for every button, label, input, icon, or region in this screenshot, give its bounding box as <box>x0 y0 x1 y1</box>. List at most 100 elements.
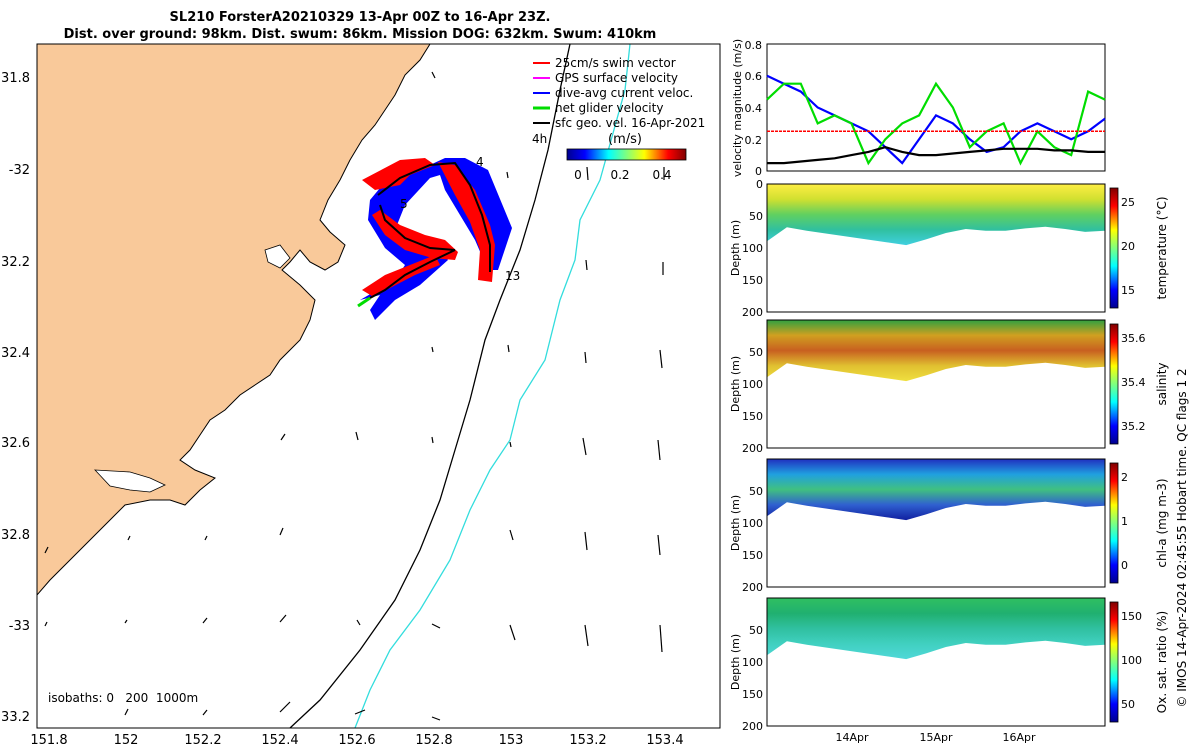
lon-tick: 151.8 <box>30 733 67 748</box>
depth-panel-chla: 50 100 150 200 Depth (m) 2 1 0 chl-a (mg m-3) <box>729 458 1169 594</box>
colorbar-tick: 100 <box>1121 654 1142 667</box>
time-tick: 15Apr <box>919 731 953 744</box>
time-axis: 14Apr 15Apr 16Apr <box>835 731 1036 744</box>
colorbar-tick: 0 <box>574 168 582 182</box>
colorbar-tick: 0 <box>1121 559 1128 572</box>
velocity-panel: 0 0.2 0.4 0.6 0.8 velocity magnitude (m/… <box>731 39 1106 178</box>
vel-ytick: 0.4 <box>745 102 763 115</box>
panel-colorbar <box>1109 601 1119 723</box>
vel-ylabel: velocity magnitude (m/s) <box>731 39 744 177</box>
depth-tick: 200 <box>742 720 763 733</box>
colorbar-tick: 0.2 <box>610 168 629 182</box>
legend-gps: GPS surface velocity <box>555 71 678 85</box>
estuary-1 <box>94 469 166 493</box>
lat-tick: 32.4 <box>1 346 30 361</box>
lon-tick: 153.4 <box>646 733 683 748</box>
lon-axis: 151.8 152 152.2 152.4 152.6 152.8 153 15… <box>30 733 683 748</box>
isobath-legend: isobaths: 0 200 1000m <box>48 691 198 705</box>
lat-tick: 33.2 <box>1 710 30 725</box>
lat-axis: 31.8 -32 32.2 32.4 32.6 32.8 -33 33.2 <box>1 71 30 725</box>
isobath-1000 <box>354 44 631 728</box>
depth-panel-temperature: 0 50 100 150 200 Depth (m) 25 20 15 temperature (… <box>729 178 1169 319</box>
colorbar-tick: 35.4 <box>1121 376 1146 389</box>
depth-tick: 200 <box>742 442 763 455</box>
depth-tick: 50 <box>749 624 763 637</box>
lon-tick: 152 <box>114 733 139 748</box>
colorbar-label: temperature (°C) <box>1155 197 1169 300</box>
vel-ytick: 0.6 <box>745 70 763 83</box>
panel-colorbar <box>1109 462 1119 584</box>
net-glider-velocity <box>357 296 371 308</box>
depth-tick: 100 <box>742 656 763 669</box>
glider-track <box>369 161 491 299</box>
swim-vectors <box>362 158 495 296</box>
lat-tick: 32.6 <box>1 436 30 451</box>
panel-colorbar <box>1109 323 1119 445</box>
lon-tick: 152.6 <box>338 733 375 748</box>
lat-tick: 31.8 <box>1 71 30 86</box>
legend-net: net glider velocity <box>555 101 663 115</box>
colorbar-tick: 1 <box>1121 515 1128 528</box>
legend-geo: sfc geo. vel. 16-Apr-2021 <box>555 116 705 130</box>
velocity-series-line <box>767 146 1105 165</box>
lon-tick: 152.2 <box>184 733 221 748</box>
lat-tick: -32 <box>9 163 30 178</box>
depth-tick: 0 <box>756 178 763 191</box>
legend-swim: 25cm/s swim vector <box>555 56 676 70</box>
vel-ytick: 0.2 <box>745 134 763 147</box>
depth-tick: 100 <box>742 378 763 391</box>
colorbar-tick: 50 <box>1121 698 1135 711</box>
colorbar-label: chl-a (mg m-3) <box>1155 478 1169 567</box>
time-tick: 14Apr <box>835 731 869 744</box>
velocity-series-line <box>766 74 1106 165</box>
depth-ylabel: Depth (m) <box>729 634 742 690</box>
lon-tick: 152.4 <box>261 733 298 748</box>
sfc-geo-vel-arrows <box>44 71 665 721</box>
legend-current: dive-avg current veloc. <box>555 86 693 100</box>
depth-tick: 150 <box>742 688 763 701</box>
isobath-200 <box>289 44 571 728</box>
depth-section-field <box>767 184 1105 246</box>
land-area <box>37 44 431 596</box>
figure-title: SL210 ForsterA20210329 13-Apr 00Z to 16-… <box>169 10 551 25</box>
depth-panel-border <box>766 458 1106 588</box>
lat-tick: -33 <box>9 619 30 634</box>
velocity-series-line <box>766 81 1106 166</box>
depth-panel-border <box>766 597 1106 727</box>
colorbar-tick: 0.4 <box>652 168 671 182</box>
colorbar-unit: (m/s) <box>608 132 642 147</box>
time-tick: 16Apr <box>1002 731 1036 744</box>
depth-tick: 150 <box>742 274 763 287</box>
lat-tick: 32.2 <box>1 255 30 270</box>
track-label-4: 4 <box>476 155 484 169</box>
depth-tick: 100 <box>742 242 763 255</box>
colorbar-label: salinity <box>1155 362 1169 405</box>
velocity-lines <box>766 74 1106 166</box>
depth-tick: 50 <box>749 485 763 498</box>
depth-panel-border <box>766 319 1106 449</box>
lon-tick: 153 <box>499 733 524 748</box>
depth-ylabel: Depth (m) <box>729 356 742 412</box>
depth-tick: 50 <box>749 346 763 359</box>
legend-4h: 4h <box>532 132 547 146</box>
vel-ytick: 0 <box>755 165 762 178</box>
colorbar-tick: 25 <box>1121 196 1135 209</box>
lon-tick: 152.8 <box>415 733 452 748</box>
vel-ytick: 0.8 <box>745 39 763 52</box>
map-colorbar <box>566 148 687 161</box>
colorbar-tick: 20 <box>1121 240 1135 253</box>
track-label-5: 5 <box>400 197 408 211</box>
depth-section-field <box>767 459 1105 521</box>
colorbar-tick: 2 <box>1121 471 1128 484</box>
colorbar-tick: 35.6 <box>1121 332 1146 345</box>
depth-section-field <box>767 598 1105 660</box>
colorbar-tick: 15 <box>1121 284 1135 297</box>
depth-section-field <box>767 320 1105 382</box>
depth-ylabel: Depth (m) <box>729 495 742 551</box>
estuary-2 <box>264 244 291 269</box>
colorbar-label: Ox. sat. ratio (%) <box>1155 611 1169 713</box>
